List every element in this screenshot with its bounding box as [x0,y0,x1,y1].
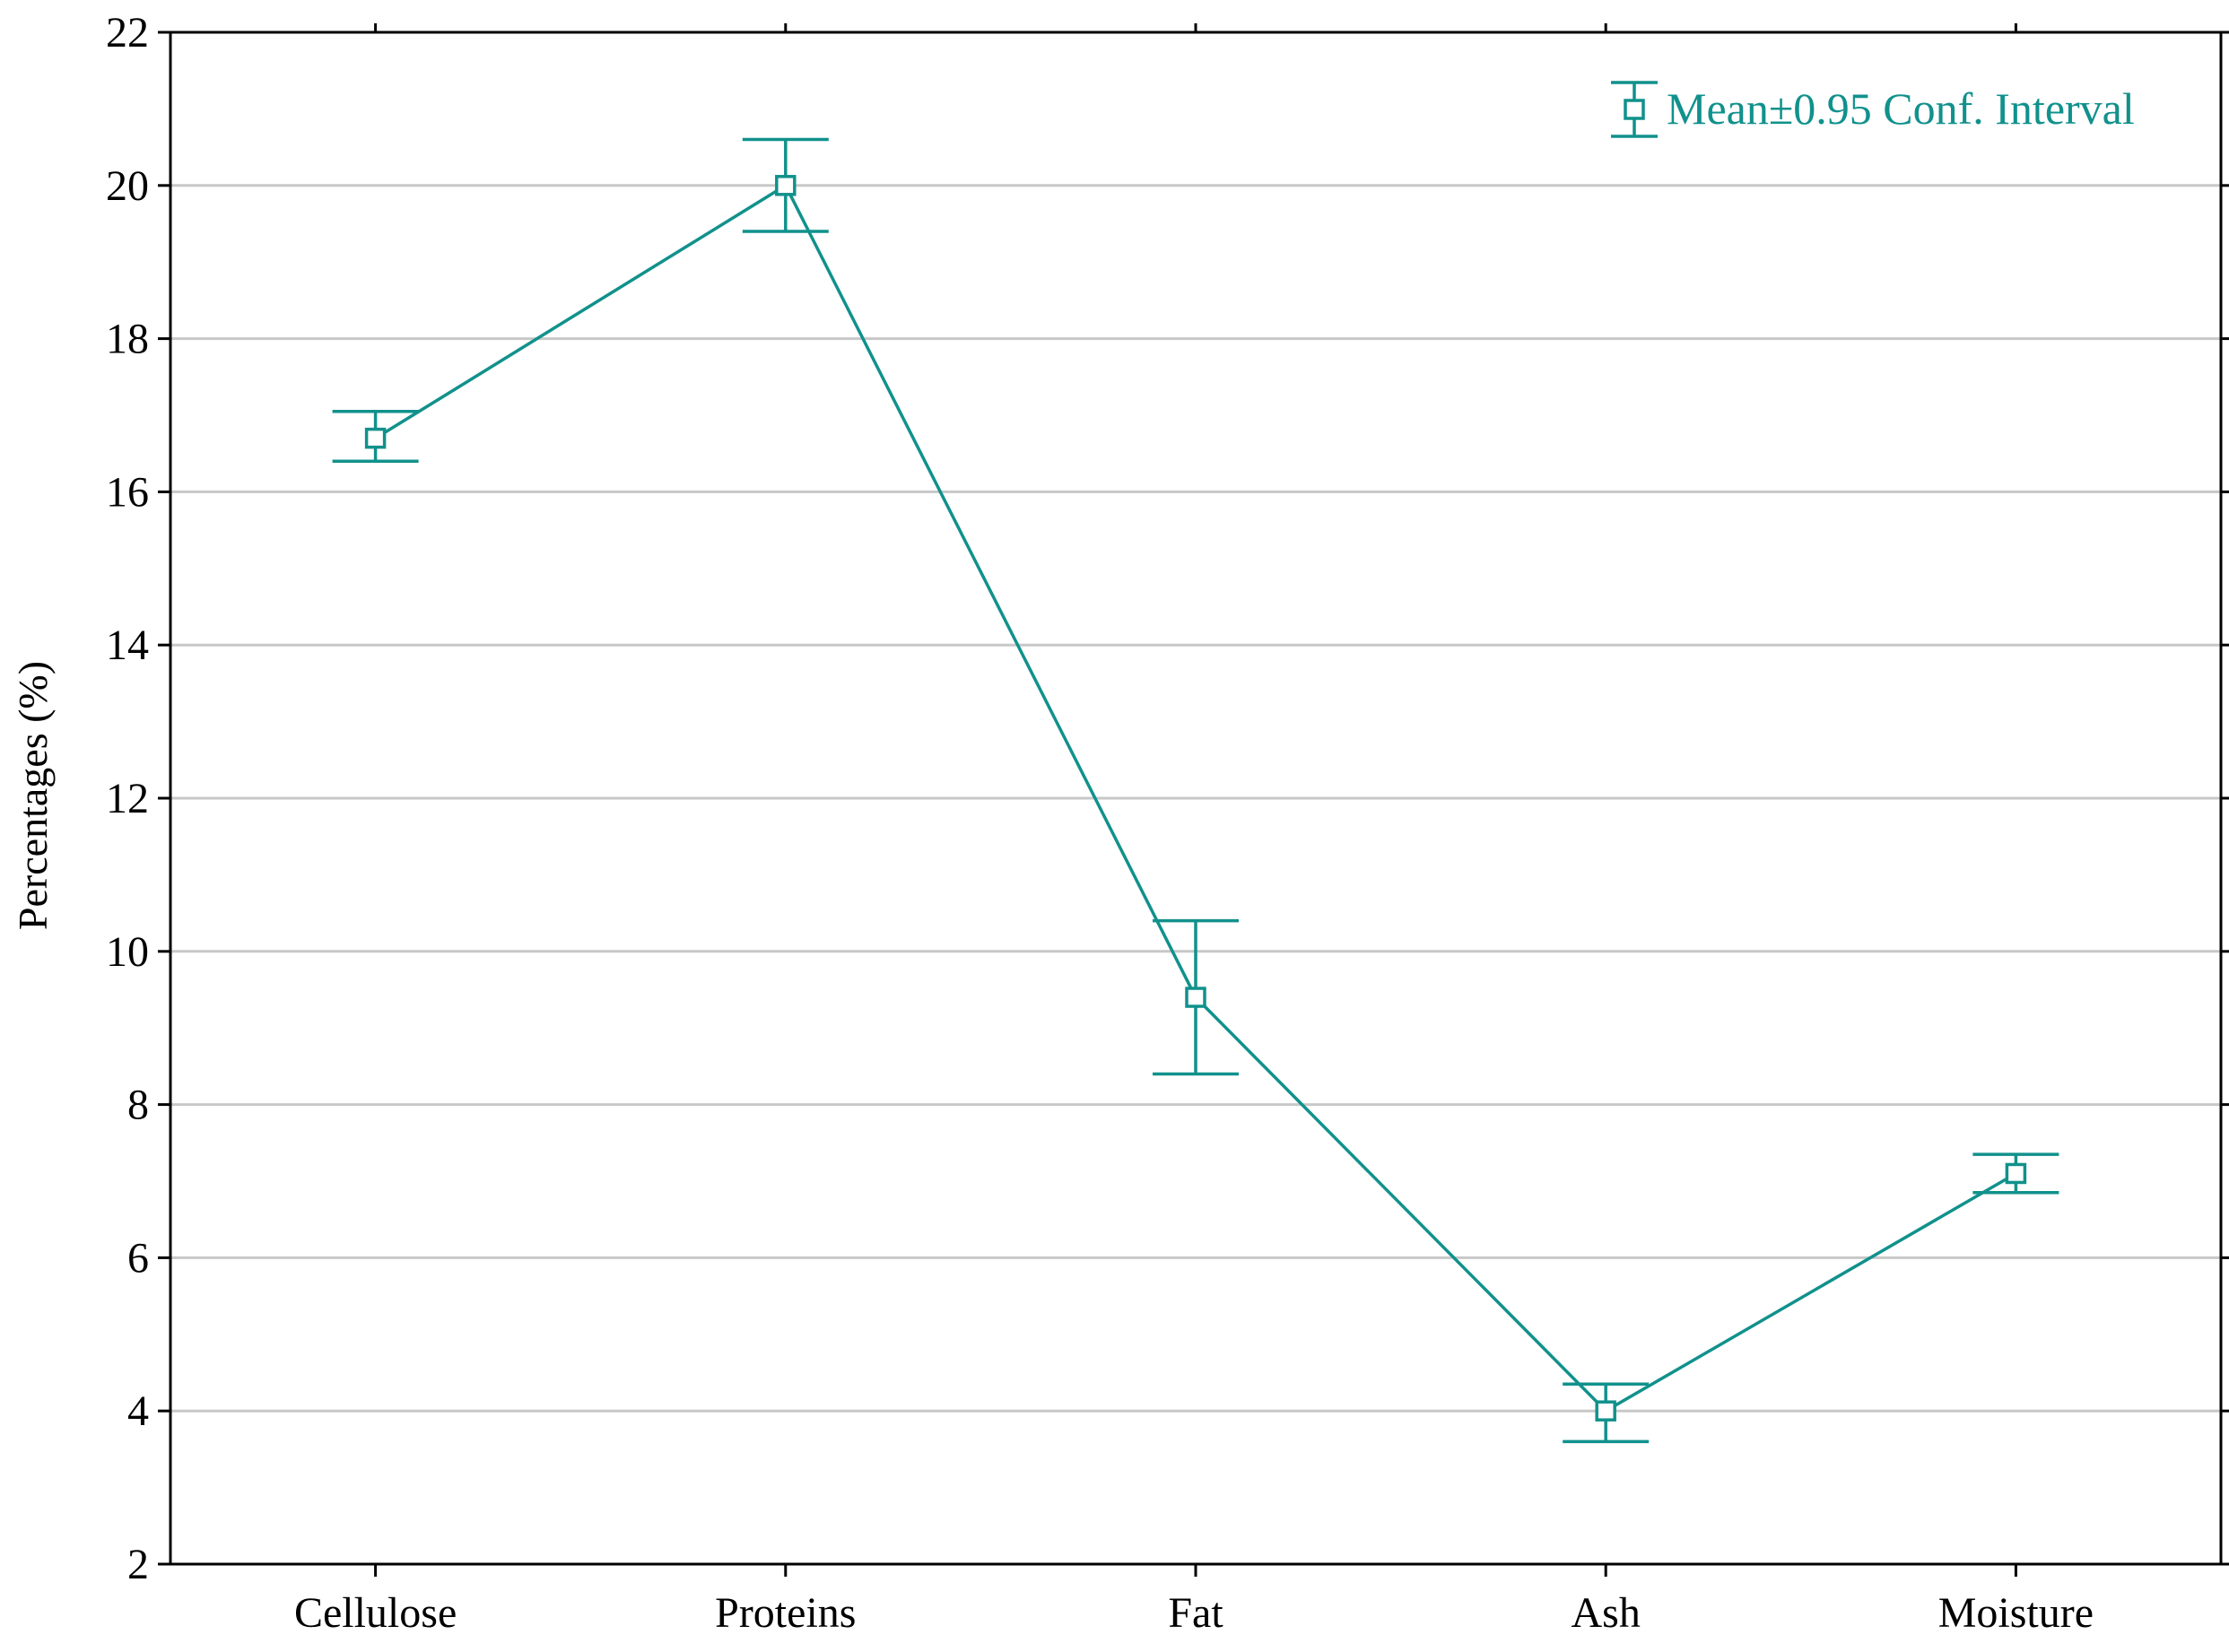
y-tick-label: 2 [127,1541,149,1588]
data-point [1185,987,1206,1008]
grid-layer [170,184,2221,1413]
x-tick-label: Fat [1168,1589,1223,1637]
legend-label: Mean±0.95 Conf. Interval [1667,83,2135,134]
legend-layer: Mean±0.95 Conf. Interval [1611,81,2135,138]
data-point [364,427,387,449]
x-tick-label: Ash [1572,1589,1641,1637]
data-point [775,175,797,196]
x-tick-label: Proteins [715,1589,856,1637]
legend-marker [1624,99,1645,120]
y-tick-label: 18 [106,316,149,363]
x-tick-label: Cellulose [294,1589,457,1637]
x-tick-label: Moisture [1938,1589,2094,1637]
data-point [1595,1400,1616,1422]
y-tick-label: 12 [106,775,149,822]
y-tick-label: 4 [127,1387,149,1435]
series-layer [332,137,2059,1444]
y-tick-label: 22 [106,9,149,57]
axis-layer: 2 4 6 8 10 12 14 16 18 20 22 Cellulose Proteins Fat As… [106,9,2229,1637]
y-tick-label: 6 [127,1234,149,1282]
y-tick-label: 14 [106,622,149,669]
y-tick-label: 8 [127,1082,149,1129]
y-tick-label: 10 [106,928,149,976]
data-point [2005,1162,2027,1185]
y-tick-label: 16 [106,468,149,516]
legend-symbol [1611,81,1658,138]
y-tick-label: 20 [106,162,149,210]
y-axis-label: Percentages (%) [10,661,56,930]
